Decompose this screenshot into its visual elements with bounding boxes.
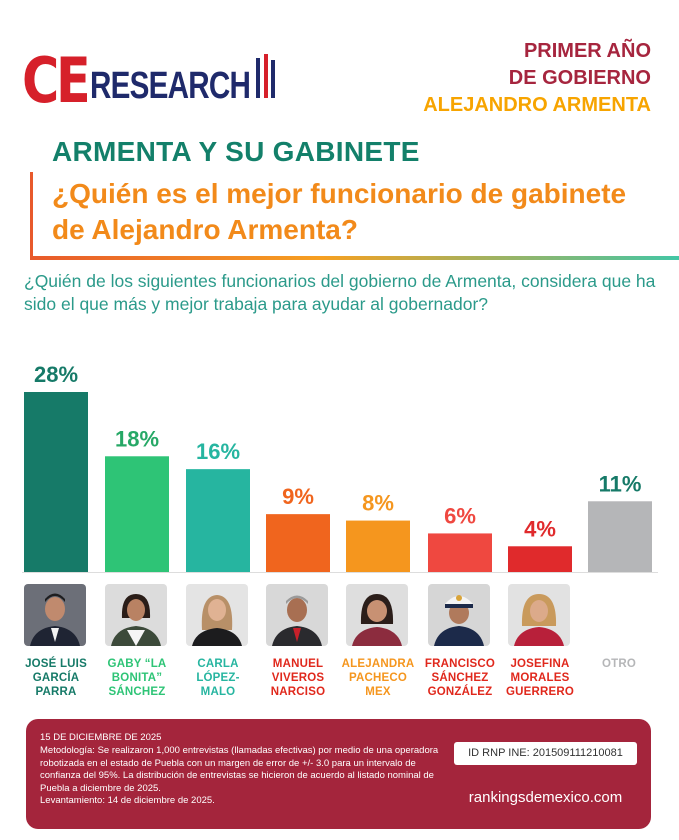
- survey-question: ¿Quién de los siguientes funcionarios de…: [24, 271, 656, 314]
- portrait-josefina-morales-guerrero: [508, 584, 570, 646]
- name-line: PACHECO: [348, 672, 408, 684]
- chart-baseline: [22, 572, 658, 573]
- name-line: BONITA”: [111, 672, 163, 684]
- name-line: NARCISO: [270, 686, 326, 698]
- header-line-1: PRIMER AÑO: [523, 40, 651, 62]
- bar-4: [266, 514, 330, 572]
- name-line: SÁNCHEZ: [431, 672, 489, 684]
- bar-6: [428, 533, 492, 572]
- website-link[interactable]: rankingsdemexico.com: [468, 789, 623, 806]
- name-label-5: ALEJANDRA PACHECO MEX: [337, 657, 419, 699]
- survey-date-text: Levantamiento: 14 de diciembre de 2025.: [40, 795, 215, 807]
- logo-research-text: RESEARCH: [89, 65, 251, 107]
- name-label-8: OTRO: [578, 657, 660, 671]
- bar-5: [346, 520, 410, 572]
- footer-methodology: Metodología: Se realizaron 1,000 entrevi…: [40, 745, 440, 808]
- bar-value-label-4: 9%: [282, 484, 314, 509]
- question-accent-vertical: [30, 172, 33, 258]
- logo-ce-text: CE: [22, 44, 91, 117]
- name-label-4: MANUEL VIVEROS NARCISO: [257, 657, 339, 699]
- bar-value-label-3: 16%: [196, 439, 240, 464]
- header-title: PRIMER AÑO DE GOBIERNO ALEJANDRO ARMENTA: [423, 38, 651, 119]
- portrait-gaby-sanchez: [105, 584, 167, 646]
- ce-research-logo: CE RESEARCH: [22, 48, 295, 112]
- footer-date: 15 DE DICIEMBRE DE 2025: [40, 732, 162, 743]
- name-line: PARRA: [35, 686, 77, 698]
- name-line: GABY “LA: [107, 658, 167, 670]
- bar-value-label-1: 28%: [34, 362, 78, 387]
- name-line: JOSEFINA: [510, 658, 570, 670]
- name-line: FRANCISCO: [424, 658, 496, 670]
- bar-chart-svg: 28% 18% 16% 9% 8% 6% 4% 11%: [24, 362, 652, 572]
- bar-2: [105, 456, 169, 572]
- name-line: MEX: [365, 686, 391, 698]
- bar-value-label-7: 4%: [524, 516, 556, 541]
- name-label-2: GABY “LA BONITA” SÁNCHEZ: [96, 657, 178, 699]
- name-line: VIVEROS: [271, 672, 325, 684]
- name-line: MALO: [200, 686, 236, 698]
- portrait-alejandra-pacheco-mex: [346, 584, 408, 646]
- name-line: CARLA: [197, 658, 239, 670]
- name-line: MANUEL: [272, 658, 324, 670]
- name-line: ALEJANDRA: [341, 658, 415, 670]
- name-line: GARCÍA: [32, 672, 80, 684]
- bar-7: [508, 546, 572, 572]
- name-line: OTRO: [601, 658, 637, 670]
- bar-value-label-5: 8%: [362, 491, 394, 516]
- portrait-manuel-viveros-narciso: [266, 584, 328, 646]
- name-label-6: FRANCISCO SÁNCHEZ GONZÁLEZ: [419, 657, 501, 699]
- name-label-3: CARLA LÓPEZ- MALO: [177, 657, 259, 699]
- name-line: GUERRERO: [505, 686, 575, 698]
- bar-value-label-2: 18%: [115, 426, 159, 451]
- name-line: JOSÉ LUIS: [25, 658, 87, 670]
- section-title: ARMENTA Y SU GABINETE: [52, 136, 420, 167]
- name-line: GONZÁLEZ: [427, 686, 493, 698]
- portrait-francisco-sanchez-gonzalez: [428, 584, 490, 646]
- bar-8: [588, 501, 652, 572]
- name-label-7: JOSEFINA MORALES GUERRERO: [499, 657, 581, 699]
- bar-chart: 28% 18% 16% 9% 8% 6% 4% 11%: [0, 350, 679, 580]
- question-text: ¿Quién es el mejor funcionario de gabine…: [52, 178, 627, 245]
- name-line: LÓPEZ-: [196, 672, 240, 684]
- name-line: MORALES: [510, 672, 570, 684]
- question-accent-horizontal: [30, 256, 679, 260]
- logo-bars-icon: [256, 54, 278, 100]
- question-box: ¿Quién es el mejor funcionario de gabine…: [30, 172, 679, 262]
- bar-value-label-8: 11%: [599, 471, 642, 496]
- footer-panel: 15 DE DICIEMBRE DE 2025 Metodología: Se …: [26, 719, 651, 829]
- methodology-text: Metodología: Se realizaron 1,000 entrevi…: [40, 745, 439, 794]
- bar-1: [24, 392, 88, 572]
- bar-value-label-6: 6%: [444, 503, 476, 528]
- name-line: SÁNCHEZ: [108, 686, 166, 698]
- portrait-carla-lopez-malo: [186, 584, 248, 646]
- bar-3: [186, 469, 250, 572]
- portrait-jose-luis-garcia-parra: [24, 584, 86, 646]
- name-label-1: JOSÉ LUIS GARCÍA PARRA: [15, 657, 97, 699]
- header-line-3: ALEJANDRO ARMENTA: [423, 94, 651, 116]
- id-rnp-badge: ID RNP INE: 201509111210081: [454, 742, 637, 765]
- header-line-2: DE GOBIERNO: [508, 67, 651, 89]
